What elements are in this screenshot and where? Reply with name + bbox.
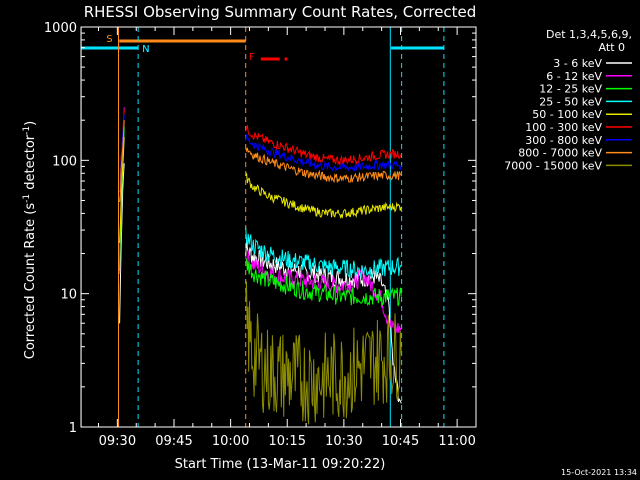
y-axis-label-part3: ) bbox=[23, 121, 38, 126]
y-axis-label-sup1: -1 bbox=[22, 194, 32, 203]
series-traces bbox=[119, 107, 402, 425]
legend-header-attenuator: Att 0 bbox=[599, 41, 625, 54]
flag-label: N bbox=[142, 44, 149, 55]
x-tick-label: 10:00 bbox=[212, 434, 249, 449]
series-line bbox=[119, 120, 125, 203]
y-tick-label: 1 bbox=[69, 421, 77, 436]
x-tick-label: 11:00 bbox=[438, 434, 475, 449]
y-axis-label-part2: detector bbox=[23, 134, 38, 194]
legend-entry-label: 50 - 100 keV bbox=[532, 108, 602, 121]
x-tick-label: 09:45 bbox=[155, 434, 192, 449]
legend-entry-label: 100 - 300 keV bbox=[525, 121, 602, 134]
legend-entry-label: 800 - 7000 keV bbox=[518, 147, 602, 160]
x-tick-label: 10:15 bbox=[269, 434, 306, 449]
x-tick-label: 10:45 bbox=[382, 434, 419, 449]
plot-frame bbox=[80, 26, 477, 428]
y-tick-label: 10 bbox=[60, 288, 77, 303]
series-line bbox=[119, 163, 125, 324]
series-line bbox=[245, 124, 402, 166]
axes: 1 10 100 1000 09:30 09:45 10:00 10:15 10:30 10:45… bbox=[44, 21, 477, 449]
legend-entry-label: 6 - 12 keV bbox=[546, 70, 602, 83]
chart-title: RHESSI Observing Summary Count Rates, Co… bbox=[84, 3, 477, 21]
x-tick-label: 10:30 bbox=[325, 434, 362, 449]
flag-label: N bbox=[142, 44, 149, 55]
legend-entry-label: 25 - 50 keV bbox=[539, 95, 602, 108]
y-axis-label-sup2: -1 bbox=[22, 126, 32, 135]
legend-header-detectors: Det 1,3,4,5,6,9, bbox=[546, 28, 632, 41]
series-line bbox=[119, 136, 125, 243]
y-axis-label-part1: Corrected Count Rate (s bbox=[23, 203, 38, 360]
y-tick-label: 100 bbox=[52, 154, 77, 169]
legend-entry-label: 300 - 800 keV bbox=[525, 134, 602, 147]
timestamp: 15-Oct-2021 13:34 bbox=[561, 468, 637, 477]
legend-entry-label: 3 - 6 keV bbox=[553, 57, 602, 70]
legend-entry-label: 7000 - 15000 keV bbox=[504, 159, 602, 172]
series-line bbox=[245, 147, 402, 184]
legend-entry-label: 12 - 25 keV bbox=[539, 83, 602, 96]
series-line bbox=[245, 257, 402, 307]
series-line bbox=[245, 134, 402, 173]
y-tick-label: 1000 bbox=[44, 21, 77, 36]
flag-label: F bbox=[249, 52, 255, 63]
x-tick-label: 09:30 bbox=[99, 434, 136, 449]
flag-label: S bbox=[106, 34, 112, 45]
y-axis-label: Corrected Count Rate (s-1 detector-1) bbox=[22, 121, 38, 359]
series-line bbox=[245, 281, 402, 425]
series-line bbox=[245, 227, 402, 280]
x-axis-label: Start Time (13-Mar-11 09:20:22) bbox=[175, 457, 386, 472]
series-line bbox=[245, 172, 402, 220]
